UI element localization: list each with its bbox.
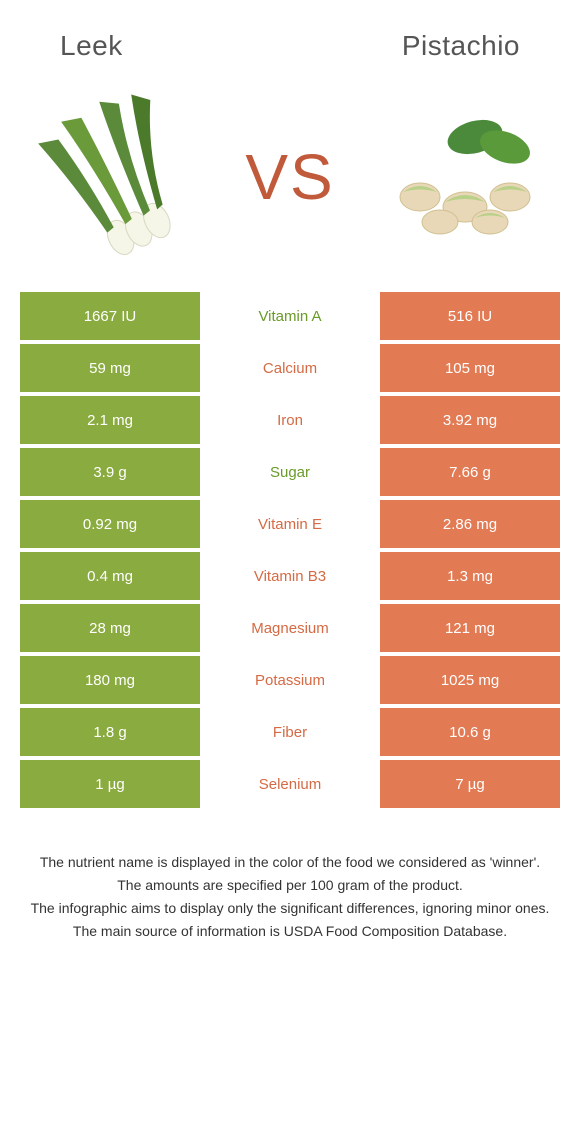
right-value-cell: 121 mg	[380, 604, 560, 652]
left-value-cell: 1667 IU	[20, 292, 200, 340]
footer-line: The infographic aims to display only the…	[30, 898, 550, 919]
left-value-cell: 180 mg	[20, 656, 200, 704]
vs-label: VS	[245, 140, 334, 214]
left-value-cell: 28 mg	[20, 604, 200, 652]
table-row: 1 µgSelenium7 µg	[20, 760, 560, 808]
nutrient-table: 1667 IUVitamin A516 IU59 mgCalcium105 mg…	[20, 292, 560, 808]
leek-image	[30, 87, 210, 267]
infographic-container: Leek Pistachio VS	[0, 0, 580, 984]
left-value-cell: 3.9 g	[20, 448, 200, 496]
left-value-cell: 0.92 mg	[20, 500, 200, 548]
footer-notes: The nutrient name is displayed in the co…	[10, 812, 570, 964]
right-value-cell: 7 µg	[380, 760, 560, 808]
left-value-cell: 1.8 g	[20, 708, 200, 756]
nutrient-name-cell: Vitamin E	[200, 500, 380, 548]
nutrient-name-cell: Magnesium	[200, 604, 380, 652]
right-value-cell: 1.3 mg	[380, 552, 560, 600]
right-value-cell: 3.92 mg	[380, 396, 560, 444]
nutrient-name-cell: Vitamin A	[200, 292, 380, 340]
left-title: Leek	[60, 30, 123, 62]
pistachio-image	[370, 87, 550, 267]
table-row: 59 mgCalcium105 mg	[20, 344, 560, 392]
left-value-cell: 2.1 mg	[20, 396, 200, 444]
table-row: 1667 IUVitamin A516 IU	[20, 292, 560, 340]
nutrient-name-cell: Fiber	[200, 708, 380, 756]
images-row: VS	[10, 92, 570, 292]
table-row: 180 mgPotassium1025 mg	[20, 656, 560, 704]
nutrient-name-cell: Calcium	[200, 344, 380, 392]
leek-icon	[35, 92, 205, 262]
table-row: 28 mgMagnesium121 mg	[20, 604, 560, 652]
nutrient-name-cell: Vitamin B3	[200, 552, 380, 600]
left-value-cell: 59 mg	[20, 344, 200, 392]
footer-line: The main source of information is USDA F…	[30, 921, 550, 942]
nutrient-name-cell: Selenium	[200, 760, 380, 808]
table-row: 1.8 gFiber10.6 g	[20, 708, 560, 756]
nutrient-name-cell: Sugar	[200, 448, 380, 496]
footer-line: The amounts are specified per 100 gram o…	[30, 875, 550, 896]
right-value-cell: 1025 mg	[380, 656, 560, 704]
table-row: 0.4 mgVitamin B31.3 mg	[20, 552, 560, 600]
right-value-cell: 7.66 g	[380, 448, 560, 496]
pistachio-icon	[375, 112, 545, 242]
right-title: Pistachio	[402, 30, 520, 62]
nutrient-name-cell: Potassium	[200, 656, 380, 704]
table-row: 0.92 mgVitamin E2.86 mg	[20, 500, 560, 548]
footer-line: The nutrient name is displayed in the co…	[30, 852, 550, 873]
right-value-cell: 516 IU	[380, 292, 560, 340]
titles-row: Leek Pistachio	[10, 20, 570, 92]
nutrient-name-cell: Iron	[200, 396, 380, 444]
table-row: 3.9 gSugar7.66 g	[20, 448, 560, 496]
left-value-cell: 1 µg	[20, 760, 200, 808]
right-value-cell: 10.6 g	[380, 708, 560, 756]
right-value-cell: 105 mg	[380, 344, 560, 392]
right-value-cell: 2.86 mg	[380, 500, 560, 548]
table-row: 2.1 mgIron3.92 mg	[20, 396, 560, 444]
left-value-cell: 0.4 mg	[20, 552, 200, 600]
